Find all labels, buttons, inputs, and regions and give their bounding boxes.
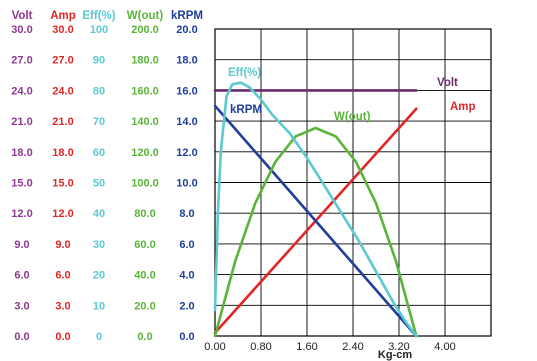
- y-tick-label-eff: 0: [96, 331, 102, 343]
- x-tick-label: 0.00: [204, 341, 225, 353]
- y-tick-label-krpm: 2.0: [179, 300, 194, 312]
- plot-grid: [214, 28, 492, 337]
- y-tick-label-eff: 20: [93, 270, 105, 282]
- y-tick-label-amp: 12.0: [52, 208, 73, 220]
- y-tick-label-krpm: 4.0: [179, 270, 194, 282]
- y-tick-label-volt: 30.0: [11, 24, 32, 36]
- series-line-eff: [213, 81, 418, 338]
- y-tick-label-eff: 90: [93, 55, 105, 67]
- y-tick-label-eff: 30: [93, 239, 105, 251]
- series-label-eff: Eff(%): [228, 67, 261, 79]
- y-tick-label-volt: 27.0: [11, 55, 32, 67]
- y-tick-label-amp: 18.0: [52, 147, 73, 159]
- x-tick-label: 2.40: [342, 341, 363, 353]
- series-line-wout: [213, 126, 418, 338]
- x-axis-label: Kg-cm: [378, 349, 412, 361]
- y-tick-label-volt: 15.0: [11, 178, 32, 190]
- y-tick-label-krpm: 16.0: [176, 85, 197, 97]
- y-tick-label-volt: 9.0: [14, 239, 29, 251]
- axis-header-volt: Volt: [12, 10, 33, 22]
- y-axis-columns: Volt 0.0 3.0 6.0 9.0 12.0 15.0 18.0 21.0 24.0 27.0…: [11, 10, 203, 343]
- y-tick-label-volt: 12.0: [11, 208, 32, 220]
- y-tick-label-krpm: 12.0: [176, 147, 197, 159]
- series-label-amp: Amp: [450, 101, 476, 113]
- x-tick-label: 1.60: [296, 341, 317, 353]
- y-tick-label-eff: 60: [93, 147, 105, 159]
- y-tick-label-volt: 24.0: [11, 85, 32, 97]
- y-tick-label-wout: 20.0: [134, 300, 155, 312]
- y-tick-label-wout: 0.0: [137, 331, 152, 343]
- axis-header-amp: Amp: [50, 10, 76, 22]
- x-tick-label: 0.80: [250, 341, 271, 353]
- y-tick-label-volt: 21.0: [11, 116, 32, 128]
- y-tick-label-amp: 9.0: [55, 239, 70, 251]
- y-tick-label-krpm: 10.0: [176, 178, 197, 190]
- y-tick-label-amp: 21.0: [52, 116, 73, 128]
- y-tick-label-wout: 160.0: [131, 85, 159, 97]
- y-tick-label-volt: 0.0: [14, 331, 29, 343]
- y-tick-label-krpm: 0.0: [179, 331, 194, 343]
- y-tick-label-krpm: 14.0: [176, 116, 197, 128]
- y-tick-label-eff: 10: [93, 300, 105, 312]
- y-tick-label-amp: 6.0: [55, 270, 70, 282]
- axis-header-eff: Eff(%): [82, 10, 115, 22]
- y-tick-label-amp: 24.0: [52, 85, 73, 97]
- y-tick-label-amp: 15.0: [52, 178, 73, 190]
- y-tick-label-wout: 60.0: [134, 239, 155, 251]
- y-tick-label-wout: 120.0: [131, 147, 159, 159]
- y-tick-label-amp: 27.0: [52, 55, 73, 67]
- x-tick-label: 4.00: [434, 341, 455, 353]
- y-tick-label-eff: 50: [93, 178, 105, 190]
- y-tick-label-krpm: 6.0: [179, 239, 194, 251]
- y-tick-label-eff: 100: [90, 24, 108, 36]
- y-tick-label-wout: 100.0: [131, 178, 159, 190]
- axis-header-krpm: kRPM: [171, 10, 203, 22]
- y-tick-label-eff: 70: [93, 116, 105, 128]
- y-tick-label-volt: 3.0: [14, 300, 29, 312]
- y-tick-label-wout: 80.0: [134, 208, 155, 220]
- y-tick-label-eff: 40: [93, 208, 105, 220]
- series-label-wout: W(out): [334, 111, 371, 123]
- series-curves: [213, 81, 418, 338]
- series-line-krpm: [213, 104, 418, 338]
- y-tick-label-volt: 6.0: [14, 270, 29, 282]
- y-tick-label-wout: 140.0: [131, 116, 159, 128]
- y-tick-label-amp: 0.0: [55, 331, 70, 343]
- y-tick-label-krpm: 18.0: [176, 55, 197, 67]
- x-axis: 0.00 0.80 1.60 2.40 3.20 4.00: [204, 341, 455, 353]
- y-tick-label-eff: 80: [93, 85, 105, 97]
- y-tick-label-wout: 200.0: [131, 24, 159, 36]
- x-tick-label: 3.20: [388, 341, 409, 353]
- y-tick-label-wout: 40.0: [134, 270, 155, 282]
- series-label-krpm: kRPM: [230, 104, 262, 116]
- series-label-volt: Volt: [437, 77, 458, 89]
- y-tick-label-krpm: 20.0: [176, 24, 197, 36]
- y-tick-label-amp: 3.0: [55, 300, 70, 312]
- axis-header-wout: W(out): [127, 10, 164, 22]
- y-tick-label-wout: 180.0: [131, 55, 159, 67]
- series-labels: Volt Amp kRPM W(out) Eff(%): [228, 67, 476, 123]
- y-tick-label-amp: 30.0: [52, 24, 73, 36]
- y-tick-label-krpm: 8.0: [179, 208, 194, 220]
- y-tick-label-volt: 18.0: [11, 147, 32, 159]
